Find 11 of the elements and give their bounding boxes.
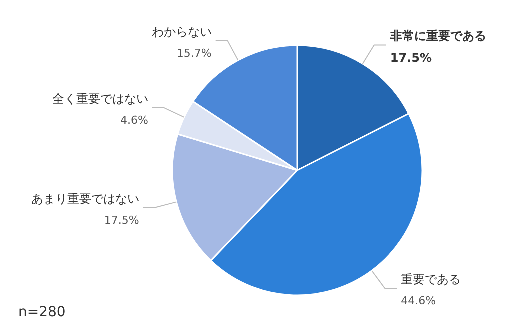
text: n=280 — [18, 304, 66, 320]
data-label: 44.6% — [401, 294, 436, 308]
slice-label: 非常に重要である — [389, 29, 486, 44]
slice-label: わからない — [152, 25, 212, 40]
data-label: 4.6% — [120, 114, 148, 128]
data-label: 17.5% — [390, 51, 432, 66]
slice-label: 重要である — [401, 272, 462, 287]
data-label: 17.5% — [104, 214, 140, 227]
data-label: 15.7% — [176, 47, 212, 60]
slice-label: 全く重要ではない — [52, 92, 148, 106]
slice-label: あまり重要ではない — [31, 192, 140, 206]
